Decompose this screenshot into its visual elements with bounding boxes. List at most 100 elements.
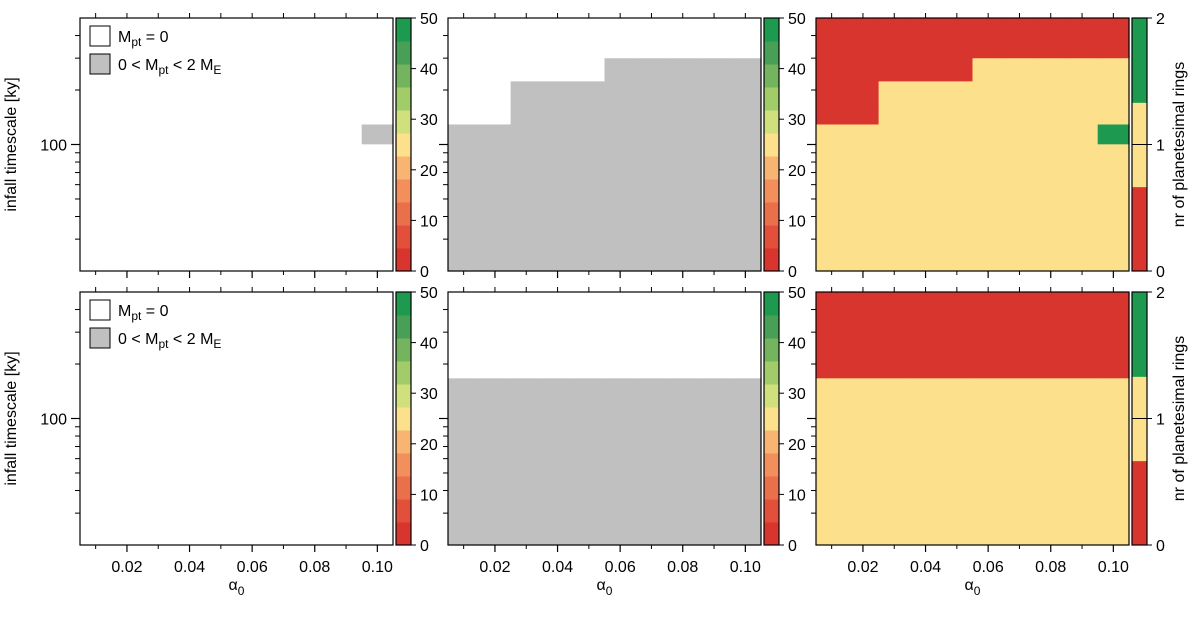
heatmap-cell [111,18,144,41]
heatmap-cell [448,331,480,356]
heatmap-cell [972,18,1005,41]
heatmap-cell [1097,417,1130,441]
colorbar-tick-label: 0 [788,538,797,555]
heatmap-cell [698,143,731,167]
heatmap-cell [698,354,731,379]
heatmap-cell [361,143,394,167]
heatmap-cell [361,377,394,399]
heatmap-cell [267,166,300,194]
heatmap-cell [667,466,699,546]
heatmap-cell [236,377,269,399]
colorbar-tick-label: 10 [788,487,806,504]
heatmap-cell [635,466,668,546]
heatmap-cell [510,143,543,167]
heatmap-cell [80,192,112,272]
heatmap-cell [847,166,880,194]
heatmap-cell [909,331,942,356]
heatmap-cell [541,377,574,399]
heatmap-cell [1066,292,1099,315]
heatmap-cell [236,166,269,194]
heatmap-cell [205,166,238,194]
legend-swatch [89,327,111,349]
heatmap-cell [1003,466,1036,546]
heatmap-cell [510,123,543,145]
heatmap-cell [667,192,699,272]
heatmap-cell [330,292,363,315]
heatmap-cell [604,331,637,356]
heatmap-cell [236,192,269,272]
colorbar-segment [396,315,411,339]
heatmap-cell [667,313,699,333]
legend-label: Mpt = 0 [118,29,169,49]
heatmap-cell [941,292,974,315]
heatmap-cell [361,166,394,194]
heatmap-cell [604,292,637,315]
heatmap-cell [299,166,331,194]
heatmap-cell [573,377,606,399]
heatmap-cell [205,18,238,41]
heatmap-cell [299,331,331,356]
heatmap-cell [330,39,363,59]
heatmap-cell [361,313,394,333]
x-tick-label: 0.04 [174,559,205,576]
heatmap-cell [236,331,269,356]
heatmap-cell [604,192,637,272]
heatmap-cell [1066,143,1099,167]
x-axis-label: α0 [229,577,245,598]
colorbar-segment [764,292,779,316]
heatmap-cell [1097,80,1130,105]
heatmap-cell [573,166,606,194]
heatmap-cell [541,80,574,105]
heatmap-cell [604,80,637,105]
heatmap-cell [847,103,880,125]
heatmap-cell [1097,18,1130,41]
x-axis-label: α0 [965,577,981,598]
heatmap-cell [541,466,574,546]
heatmap-cell [510,57,543,82]
heatmap-cell [698,313,731,333]
heatmap-cell [299,354,331,379]
colorbar-segment [396,407,411,431]
x-tick-label: 0.10 [1098,559,1129,576]
heatmap-cell [878,166,911,194]
heatmap-cell [729,292,762,315]
colorbar-tick-label: 2 [1156,11,1165,28]
colorbar-segment [396,453,411,477]
heatmap-cell [1003,440,1036,468]
heatmap-cell [878,103,911,125]
heatmap-cell [1003,354,1036,379]
heatmap-cell [361,466,394,546]
heatmap-cell [1097,397,1130,419]
heatmap-cell [111,57,144,82]
heatmap-cell [173,103,206,125]
heatmap-cell [941,313,974,333]
heatmap-cell [698,377,731,399]
heatmap-cell [541,331,574,356]
heatmap-cell [1066,103,1099,125]
heatmap-cell [1035,103,1067,125]
heatmap-cell [205,39,238,59]
colorbar-segment [764,133,779,157]
heatmap-cell [698,103,731,125]
heatmap-cell [80,143,112,167]
heatmap-cell [111,80,144,105]
heatmap-cell [173,166,206,194]
colorbar-segment [764,202,779,226]
heatmap-cell [972,57,1005,82]
heatmap-cell [541,192,574,272]
colorbar-tick-label: 50 [420,285,438,302]
heatmap-cell [479,18,512,41]
heatmap-cell [142,18,175,41]
heatmap-cell [541,39,574,59]
heatmap-cell [941,417,974,441]
heatmap-cell [448,377,480,399]
x-tick-label: 0.10 [730,559,761,576]
heatmap-cell [816,466,848,546]
heatmap-cell [573,397,606,419]
colorbar-tick-label: 0 [420,538,429,555]
heatmap-cell [1035,397,1067,419]
heatmap-cell [816,123,848,145]
colorbar-tick-label: 40 [420,62,438,79]
heatmap-cell [1003,377,1036,399]
